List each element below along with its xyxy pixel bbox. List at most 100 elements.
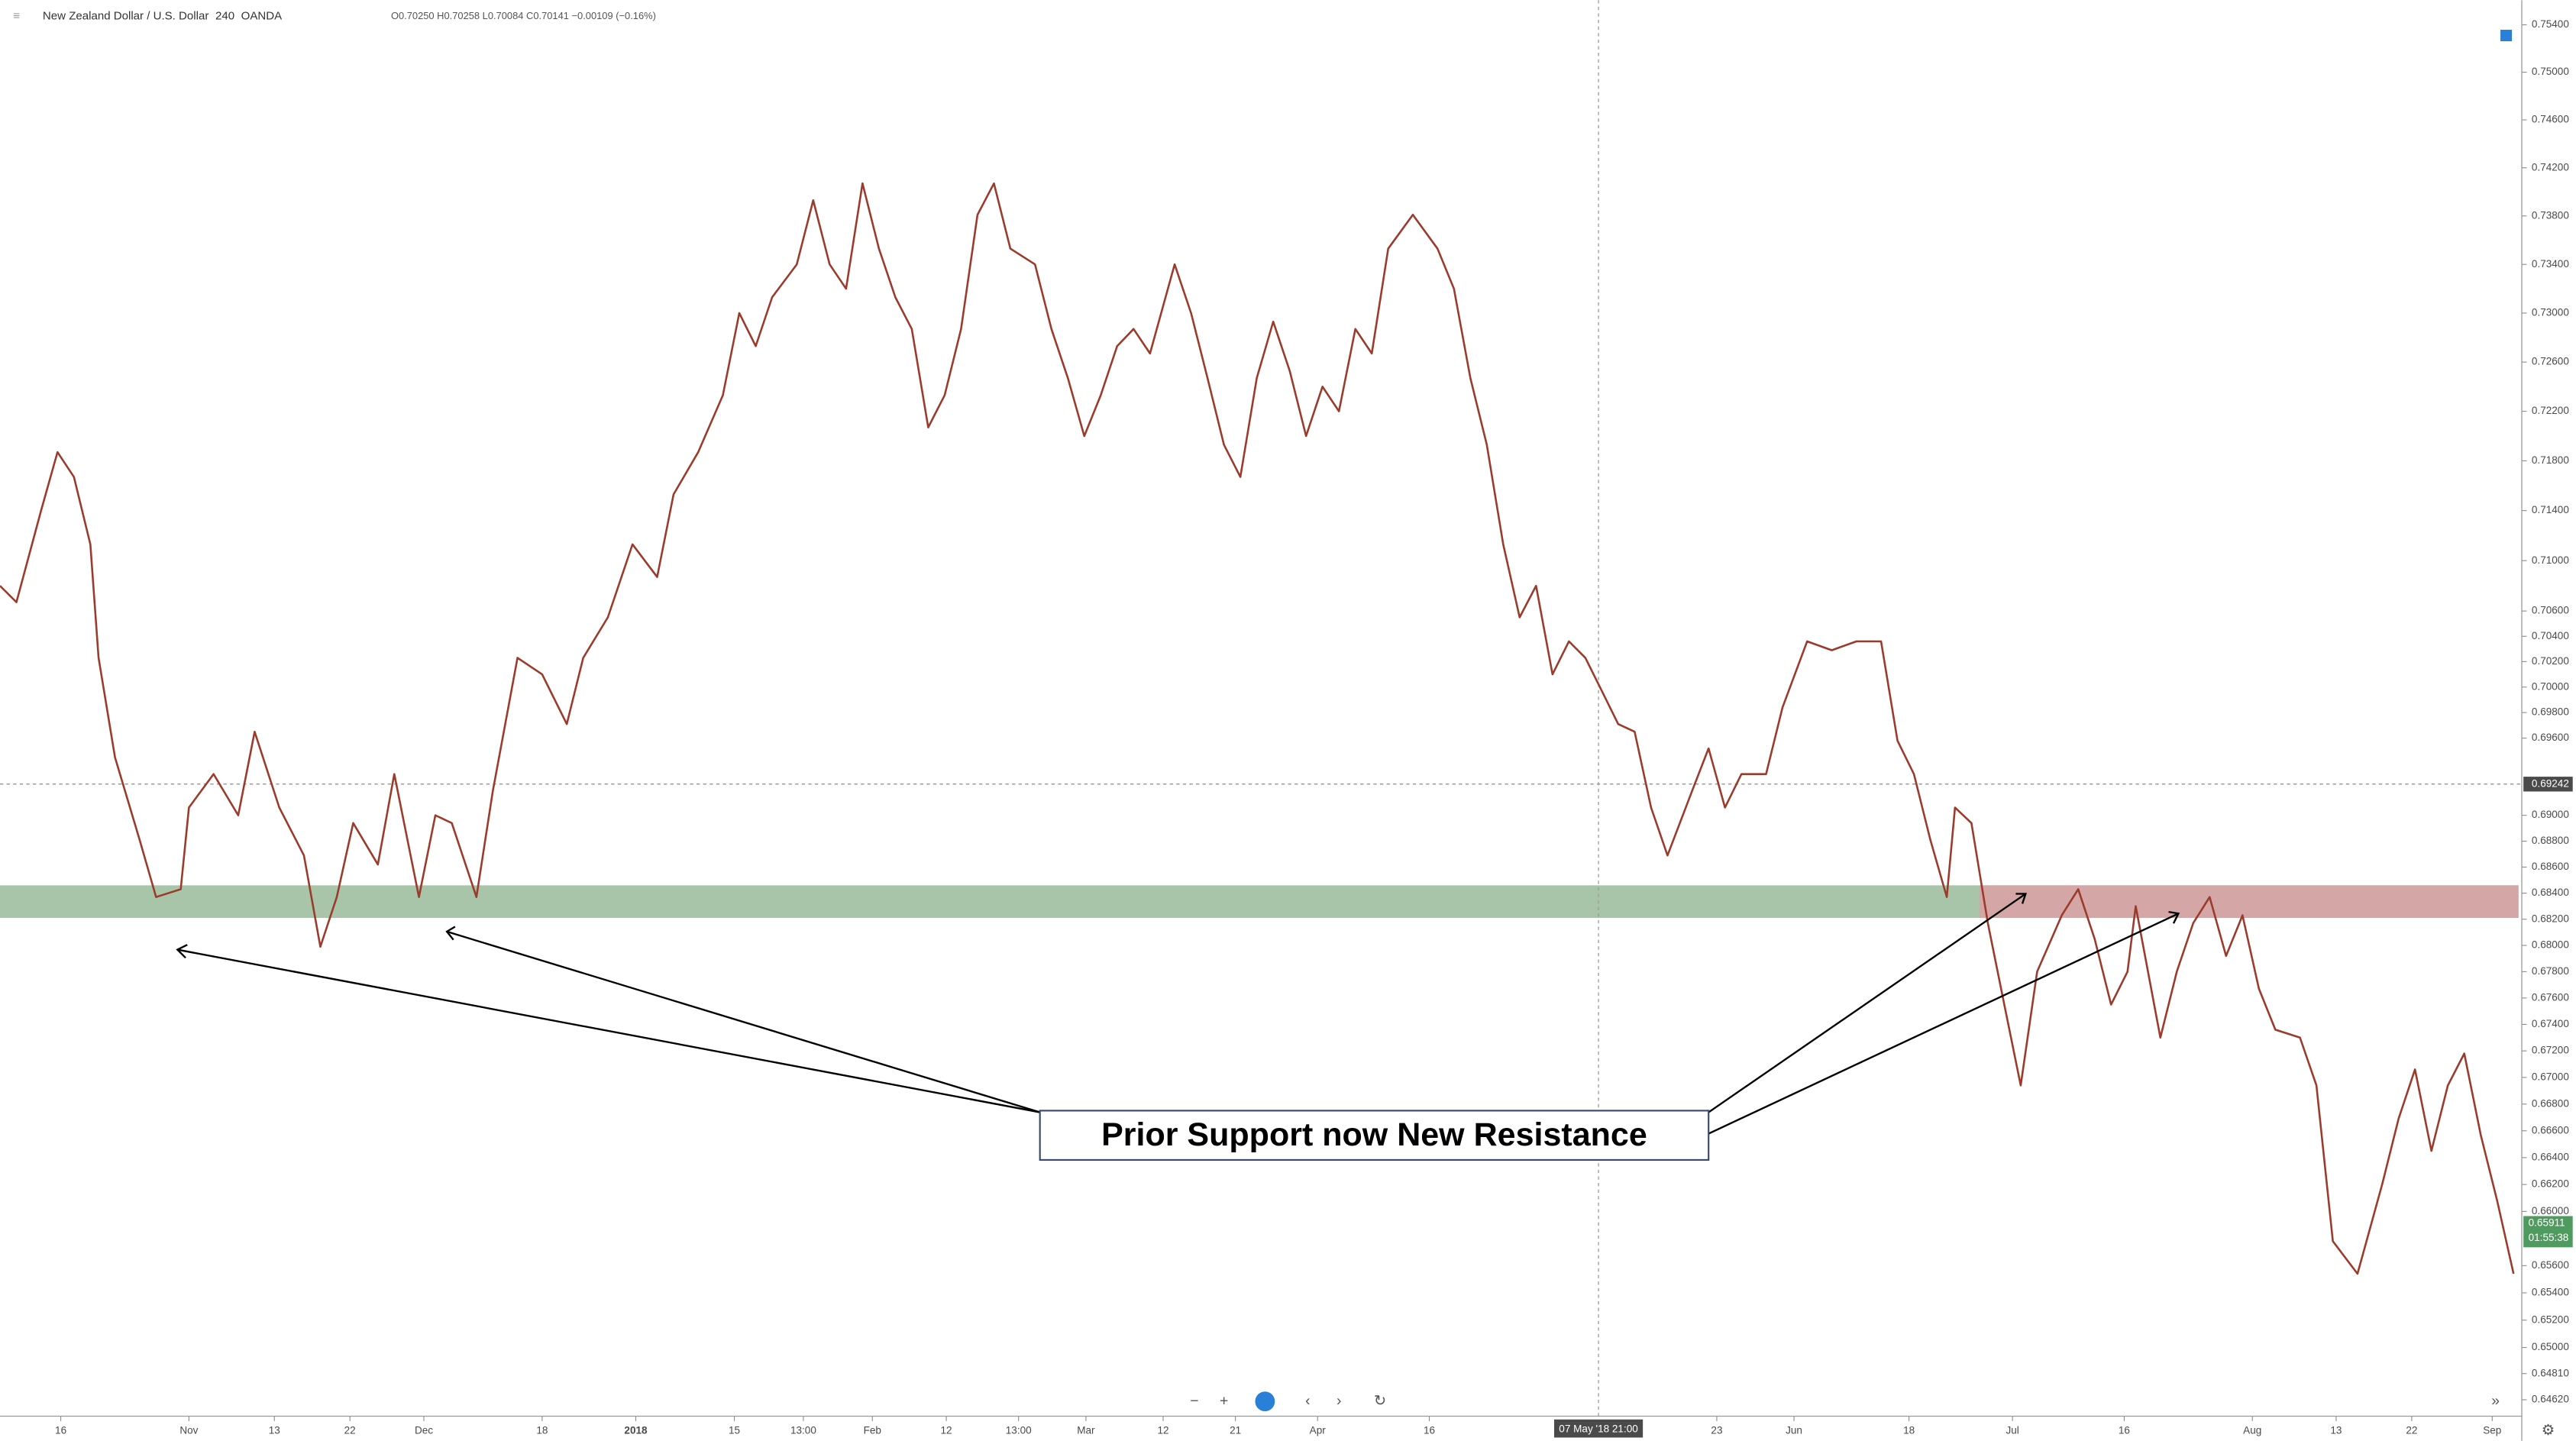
go-to-end[interactable]: »	[2491, 1392, 2500, 1409]
y-tick-label: 0.68400	[2532, 887, 2569, 898]
y-tick-label: 0.70000	[2532, 680, 2569, 692]
x-tick-label: 18	[536, 1424, 548, 1436]
arrowhead	[2015, 893, 2028, 904]
reference-label-bg	[2523, 777, 2573, 792]
y-tick-label: 0.66000	[2532, 1205, 2569, 1216]
y-tick-label: 0.68600	[2532, 861, 2569, 872]
x-tick-label: Feb	[864, 1424, 881, 1436]
last-price-bg	[2523, 1216, 2573, 1248]
x-tick-label: Mar	[1077, 1424, 1095, 1436]
y-tick-label: 0.64810	[2532, 1367, 2569, 1378]
annotation-box	[1039, 1110, 1710, 1162]
x-tick-label: 2018	[624, 1424, 648, 1436]
y-tick-label: 0.65400	[2532, 1287, 2569, 1298]
y-tick-label: 0.67400	[2532, 1018, 2569, 1029]
x-tick-label: 18	[1903, 1424, 1915, 1436]
y-tick-label: 0.71000	[2532, 554, 2569, 566]
x-tick-label: 15	[729, 1424, 740, 1436]
y-tick-label: 0.69000	[2532, 809, 2569, 820]
y-tick-label: 0.73400	[2532, 258, 2569, 270]
x-tick-label: Apr	[1310, 1424, 1327, 1436]
scroll-left[interactable]: ‹	[1305, 1392, 1310, 1409]
x-tick-label: 12	[941, 1424, 952, 1436]
y-tick-label: 0.64620	[2532, 1394, 2569, 1405]
x-tick-label: 13:00	[1006, 1424, 1032, 1436]
broker: OANDA	[241, 10, 283, 23]
y-tick-label: 0.67200	[2532, 1045, 2569, 1056]
y-tick-label: 0.68200	[2532, 913, 2569, 924]
x-tick-label: Nov	[179, 1424, 198, 1436]
y-tick-label: 0.71800	[2532, 454, 2569, 466]
x-tick-label: 16	[1424, 1424, 1435, 1436]
reference-label: 0.69242	[2532, 777, 2569, 789]
symbol: New Zealand Dollar / U.S. Dollar	[43, 10, 208, 23]
last-price-label: 0.65911	[2529, 1217, 2565, 1229]
crosshair-label-bg	[1553, 1419, 1644, 1438]
x-tick-label: 12	[1157, 1424, 1168, 1436]
y-tick-label: 0.69800	[2532, 706, 2569, 718]
header-symbol: New Zealand Dollar / U.S. Dollar 240 OANDA	[43, 10, 282, 23]
y-tick-label: 0.75400	[2532, 18, 2569, 30]
y-tick-label: 0.74600	[2532, 114, 2569, 125]
zoom-out[interactable]: −	[1190, 1392, 1198, 1409]
x-tick-label: 22	[344, 1424, 356, 1436]
x-tick-label: 23	[1711, 1424, 1722, 1436]
arrowhead	[2168, 910, 2180, 924]
arrows	[176, 893, 2180, 1135]
arrowhead	[445, 926, 456, 941]
y-tick-label: 0.72600	[2532, 356, 2569, 367]
x-tick-label: 13	[269, 1424, 280, 1436]
x-tick-label: Dec	[415, 1424, 433, 1436]
x-tick-label: 16	[55, 1424, 66, 1436]
y-tick-label: 0.66800	[2532, 1097, 2569, 1109]
last-price-timer: 01:55:38	[2529, 1232, 2569, 1243]
y-tick-label: 0.66600	[2532, 1124, 2569, 1136]
y-tick-label: 0.66400	[2532, 1151, 2569, 1162]
x-tick-label: 22	[2406, 1424, 2417, 1436]
reset-button[interactable]	[1255, 1391, 1275, 1412]
crosshair-label: 07 May '18 21:00	[1559, 1423, 1638, 1434]
annotation: Prior Support now New Resistance	[1101, 1116, 1647, 1153]
x-tick-label: Jun	[1786, 1424, 1802, 1436]
x-tick-label: Sep	[2483, 1424, 2501, 1436]
zoom-in[interactable]: +	[1220, 1392, 1228, 1409]
y-tick-label: 0.72200	[2532, 405, 2569, 416]
settings[interactable]: ⚙	[2542, 1422, 2555, 1439]
arrowhead	[176, 944, 188, 959]
toolbar: − + ‹ › ↻ » ⚙	[1190, 1391, 2555, 1439]
arrow	[1708, 893, 2027, 1113]
x-tick-label: Jul	[2006, 1424, 2018, 1436]
y-tick-label: 0.69600	[2532, 732, 2569, 743]
y-tick-label: 0.73800	[2532, 209, 2569, 221]
y-tick-label: 0.70600	[2532, 605, 2569, 616]
x-tick-label: 21	[1230, 1424, 1241, 1436]
refresh[interactable]: ↻	[1374, 1392, 1386, 1409]
y-tick-label: 0.73000	[2532, 307, 2569, 318]
x-tick-label: 13:00	[790, 1424, 816, 1436]
y-tick-label: 0.71400	[2532, 504, 2569, 515]
price-line	[0, 182, 2515, 1275]
save-icon[interactable]	[2500, 29, 2513, 42]
y-tick-label: 0.66200	[2532, 1178, 2569, 1190]
y-tick-label: 0.67600	[2532, 991, 2569, 1003]
scroll-right[interactable]: ›	[1336, 1392, 1341, 1409]
y-tick-label: 0.70200	[2532, 655, 2569, 667]
arrow	[446, 930, 1041, 1113]
y-tick-label: 0.70400	[2532, 630, 2569, 641]
x-tick-label: Aug	[2243, 1424, 2261, 1436]
y-tick-label: 0.65000	[2532, 1341, 2569, 1352]
y-tick-label: 0.65200	[2532, 1313, 2569, 1325]
menu-icon[interactable]: ≡	[13, 10, 20, 23]
ohlc: O0.70250 H0.70258 L0.70084 C0.70141 −0.0…	[391, 10, 656, 21]
y-tick-label: 0.67800	[2532, 965, 2569, 977]
arrow	[1708, 913, 2179, 1135]
y-tick-label: 0.75000	[2532, 66, 2569, 77]
x-tick-label: 13	[2330, 1424, 2342, 1436]
y-tick-label: 0.67000	[2532, 1071, 2569, 1082]
interval: 240	[215, 10, 234, 23]
y-tick-label: 0.65600	[2532, 1259, 2569, 1271]
y-tick-label: 0.68800	[2532, 835, 2569, 846]
resistance-zone	[1980, 885, 2519, 919]
